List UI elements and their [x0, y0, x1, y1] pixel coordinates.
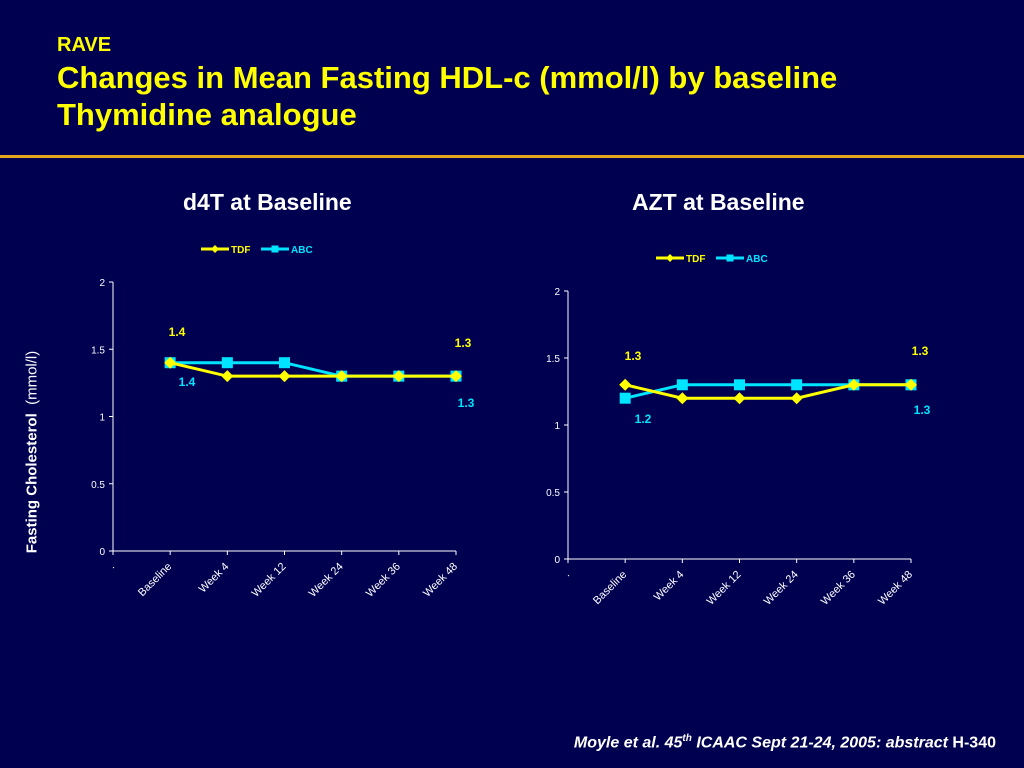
point-abc: [619, 392, 631, 404]
legend-label-abc: ABC: [746, 254, 768, 265]
legend-marker-tdf: [211, 245, 219, 253]
citation-suffix: H-340: [952, 734, 996, 752]
point-abc: [791, 379, 803, 391]
series-line-tdf: [624, 383, 911, 400]
point-tdf: [221, 370, 234, 383]
y-tick-label: 1: [99, 413, 105, 424]
point-tdf: [278, 370, 291, 383]
point-tdf: [733, 392, 746, 405]
citation-prefix: Moyle et al. 45: [573, 734, 683, 752]
point-abc: [676, 379, 688, 391]
x-tick-label: Week 24: [762, 569, 801, 608]
legend-marker-abc: [271, 245, 279, 253]
legend-label-tdf: TDF: [231, 245, 250, 256]
chart-title-left: d4T at Baseline: [183, 189, 352, 215]
y-tick-label: 2: [99, 278, 105, 289]
x-tick-label: .: [561, 569, 572, 580]
y-tick-label: 0: [99, 547, 105, 558]
x-tick-label: Week 12: [250, 561, 289, 600]
data-label-abc: 1.2: [635, 412, 652, 426]
chart-d4t: 0 0.5 1 1.5 2. Baseline Week 4 Week 12 Week 24 We…: [91, 245, 475, 600]
y-tick-label: 2: [554, 287, 560, 298]
citation-middle: ICAAC Sept 21-24, 2005: abstract: [691, 734, 953, 752]
data-label-abc: 1.3: [914, 403, 931, 417]
data-label-abc: 1.4: [179, 375, 196, 389]
y-tick-label: 0.5: [546, 488, 560, 499]
slide-header: RAVE Changes in Mean Fasting HDL-c (mmol…: [57, 33, 977, 133]
series-line-tdf: [169, 361, 456, 378]
legend-label-tdf: TDF: [686, 254, 705, 265]
y-tick-label: 1: [554, 421, 560, 432]
x-tick-label: Baseline: [136, 561, 174, 599]
y-tick-label: 0: [554, 555, 560, 566]
point-tdf: [392, 370, 405, 383]
point-tdf: [676, 392, 689, 405]
data-label-tdf: 1.4: [169, 325, 186, 339]
x-tick-label: Week 12: [705, 569, 744, 608]
data-label-tdf: 1.3: [912, 344, 929, 358]
data-label-abc: 1.3: [458, 396, 475, 410]
point-abc: [279, 357, 290, 369]
data-label-tdf: 1.3: [455, 336, 472, 350]
chart-azt: 0 0.5 1 1.5 2. Baseline Week 4 Week 12 Week 24 We…: [546, 254, 931, 608]
point-tdf: [905, 378, 917, 391]
point-tdf: [619, 378, 632, 391]
y-tick-label: 1.5: [546, 354, 560, 365]
y-tick-label: 1.5: [91, 345, 105, 356]
x-tick-label: Week 36: [819, 569, 858, 608]
x-tick-label: Week 48: [421, 561, 460, 600]
point-abc: [734, 379, 745, 391]
point-tdf: [790, 392, 803, 405]
x-tick-label: Week 24: [307, 561, 346, 600]
chart-title-right: AZT at Baseline: [632, 189, 805, 215]
x-tick-label: Week 36: [364, 561, 403, 600]
x-tick-label: Week 4: [197, 561, 232, 596]
data-label-tdf: 1.3: [625, 349, 642, 363]
slide-kicker: RAVE: [57, 34, 112, 56]
slide-title: Changes in Mean Fasting HDL-c (mmol/l) b…: [57, 60, 838, 132]
point-tdf: [847, 378, 860, 391]
legend-label-abc: ABC: [291, 245, 313, 256]
legend-marker-tdf: [666, 254, 674, 262]
point-tdf: [335, 370, 348, 383]
x-tick-label: Baseline: [591, 569, 629, 607]
citation-sup: th: [682, 733, 692, 744]
x-tick-label: Week 48: [876, 569, 915, 608]
y-tick-label: 0.5: [91, 480, 105, 491]
point-tdf: [450, 370, 462, 383]
x-tick-label: Week 4: [652, 569, 687, 604]
citation: Moyle et al. 45th ICAAC Sept 21-24, 2005…: [574, 733, 996, 752]
title-divider: [0, 155, 1024, 158]
legend-marker-abc: [726, 254, 734, 262]
point-tdf: [164, 356, 177, 369]
point-abc: [221, 357, 233, 369]
x-tick-label: .: [106, 561, 117, 572]
